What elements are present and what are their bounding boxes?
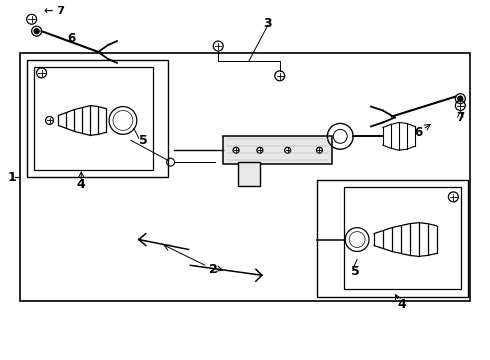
Text: 1: 1 <box>7 171 16 184</box>
Bar <box>318 180 468 297</box>
Bar <box>34 67 153 170</box>
Bar <box>26 60 168 177</box>
Text: 7: 7 <box>456 111 465 124</box>
Text: ← 7: ← 7 <box>44 6 65 16</box>
Text: 5: 5 <box>351 265 360 278</box>
Text: 5: 5 <box>139 134 147 147</box>
Text: 3: 3 <box>264 17 272 30</box>
Bar <box>20 53 470 301</box>
Text: 2: 2 <box>209 263 218 276</box>
Bar <box>344 187 461 289</box>
Circle shape <box>34 29 39 33</box>
Text: 6: 6 <box>415 126 423 139</box>
Circle shape <box>458 96 463 101</box>
Text: 6: 6 <box>67 32 75 45</box>
Bar <box>223 136 332 164</box>
Text: 4: 4 <box>77 179 86 192</box>
Text: 4: 4 <box>397 297 406 311</box>
Bar <box>238 162 260 186</box>
